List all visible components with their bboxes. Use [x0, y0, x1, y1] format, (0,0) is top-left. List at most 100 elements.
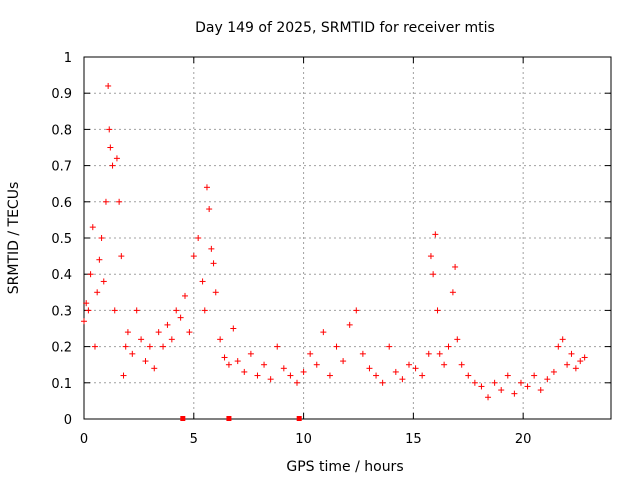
data-point — [300, 368, 307, 375]
data-point — [326, 372, 333, 379]
data-point — [430, 271, 437, 278]
data-point — [83, 300, 90, 307]
data-point — [91, 343, 98, 350]
data-point — [359, 350, 366, 357]
x-tick-label: 0 — [80, 432, 88, 447]
data-point — [550, 368, 557, 375]
data-point — [230, 325, 237, 332]
data-point — [111, 307, 118, 314]
data-point — [280, 365, 287, 372]
y-tick-label: 0.2 — [51, 341, 72, 356]
data-point — [434, 307, 441, 314]
data-point — [89, 224, 96, 231]
data-point — [124, 329, 131, 336]
data-point — [564, 361, 571, 368]
data-gap-markers — [180, 416, 302, 421]
data-point — [210, 260, 217, 267]
chart-title: Day 149 of 2025, SRMTID for receiver mti… — [195, 20, 495, 36]
x-tick-label: 5 — [190, 432, 198, 447]
data-point — [458, 361, 465, 368]
data-point — [105, 82, 112, 89]
data-point — [138, 336, 145, 343]
data-point — [225, 361, 232, 368]
y-tick-label: 0 — [64, 413, 72, 428]
y-tick-label: 0.1 — [51, 377, 72, 392]
data-point — [116, 198, 123, 205]
data-point — [405, 361, 412, 368]
data-point — [544, 376, 551, 383]
data-point — [160, 343, 167, 350]
data-point — [208, 245, 215, 252]
data-point — [168, 336, 175, 343]
data-point — [485, 394, 492, 401]
y-tick-label: 0.6 — [51, 196, 72, 211]
data-point — [221, 354, 228, 361]
data-point — [353, 307, 360, 314]
data-point — [173, 307, 180, 314]
data-point — [379, 379, 386, 386]
data-point — [320, 329, 327, 336]
data-point — [366, 365, 373, 372]
data-point — [254, 372, 261, 379]
data-point — [555, 343, 562, 350]
data-point — [531, 372, 538, 379]
data-point — [195, 235, 202, 241]
data-point — [164, 321, 171, 328]
gap-marker — [180, 416, 186, 421]
data-point — [432, 231, 439, 238]
data-point — [87, 271, 94, 278]
data-point — [427, 253, 434, 260]
x-tick-labels: 0 5 10 15 20 — [80, 432, 532, 447]
data-point — [392, 368, 399, 375]
data-point — [142, 358, 149, 365]
y-tick-label: 0.8 — [51, 123, 72, 138]
data-point — [109, 162, 116, 169]
data-point — [313, 361, 320, 368]
data-point — [581, 354, 588, 361]
y-axis-title: SRMTID / TECUs — [6, 182, 22, 295]
data-point — [106, 126, 113, 133]
data-point — [524, 383, 531, 390]
data-point — [425, 350, 432, 357]
data-point — [274, 343, 281, 350]
data-point — [241, 368, 248, 375]
data-point — [113, 155, 120, 162]
y-tick-label: 1 — [64, 51, 72, 66]
data-point — [120, 372, 127, 379]
data-point — [146, 343, 153, 350]
y-tick-label: 0.9 — [51, 87, 72, 102]
data-point — [504, 372, 511, 379]
data-point — [96, 256, 103, 263]
data-point — [452, 263, 459, 270]
grid — [84, 57, 611, 419]
data-point — [471, 379, 478, 386]
data-point — [498, 387, 505, 394]
y-tick-label: 0.5 — [51, 232, 72, 247]
data-point — [94, 289, 101, 296]
x-tick-label: 15 — [405, 432, 422, 447]
y-tick-label: 0.4 — [51, 268, 72, 283]
data-point — [129, 350, 136, 357]
data-point — [333, 343, 340, 350]
data-point — [118, 253, 125, 260]
data-point — [186, 329, 193, 336]
data-point — [572, 365, 579, 372]
data-point — [399, 376, 406, 383]
data-point — [234, 358, 241, 365]
data-point — [511, 390, 518, 397]
data-point — [81, 318, 87, 325]
y-tick-labels: 0 0.1 0.2 0.3 0.4 0.5 0.6 0.7 0.8 0.9 1 — [51, 51, 72, 428]
gap-marker — [226, 416, 232, 421]
data-point — [203, 184, 210, 191]
x-tick-label: 10 — [295, 432, 312, 447]
data-point — [445, 343, 452, 350]
data-point — [293, 379, 300, 386]
data-point — [247, 350, 254, 357]
data-point — [577, 358, 584, 365]
data-point — [98, 235, 105, 241]
data-point — [346, 321, 353, 328]
data-point — [133, 307, 140, 314]
data-point — [412, 365, 419, 372]
data-point — [107, 144, 114, 151]
